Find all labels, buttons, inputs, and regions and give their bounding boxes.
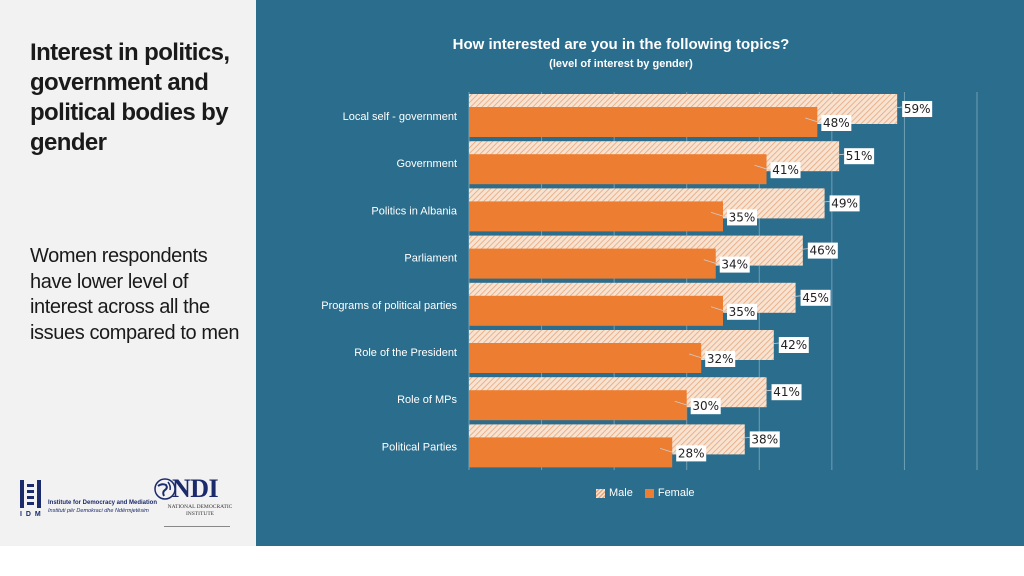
- data-label-leader: [893, 106, 903, 109]
- data-label-box: [690, 398, 721, 415]
- category-label: Parliament: [404, 253, 457, 265]
- bar-female: [469, 343, 702, 373]
- chart-bars: [469, 94, 898, 468]
- legend-label-male: Male: [609, 487, 633, 499]
- data-label-box: [902, 101, 933, 117]
- data-label-leader: [835, 153, 845, 156]
- chart-legend: Male Female: [596, 486, 707, 500]
- data-label-leader: [805, 117, 822, 124]
- data-label-box: [829, 195, 860, 212]
- data-label-leader: [798, 248, 808, 250]
- data-label-box: [821, 115, 852, 131]
- data-label-female: 30%: [692, 399, 719, 413]
- bar-female: [469, 248, 716, 279]
- data-label-male: 51%: [846, 149, 873, 163]
- idm-logo-line1: Institute for Democracy and Mediation: [48, 500, 158, 506]
- category-label: Role of MPs: [397, 394, 457, 406]
- data-label-box: [719, 256, 750, 273]
- data-label-leader: [660, 448, 677, 454]
- ndi-logo-divider: [164, 526, 230, 527]
- data-label-female: 41%: [772, 163, 799, 177]
- legend-swatch-female: [644, 488, 654, 498]
- data-label-leader: [689, 353, 706, 360]
- slide-subtext: Women respondents have lower level of in…: [30, 245, 240, 344]
- legend-item-female: Female: [644, 487, 695, 499]
- data-label-female: 48%: [823, 116, 850, 130]
- data-label-male: 42%: [780, 338, 807, 352]
- data-label-box: [800, 289, 831, 306]
- left-bottom-strip: [0, 546, 280, 576]
- category-label: Government: [396, 158, 457, 170]
- legend-swatch-male: [596, 488, 605, 498]
- chart-labels: Local self - government 59% 48% Government 5…: [321, 101, 933, 462]
- data-label-box: [676, 445, 707, 462]
- data-label-leader: [791, 295, 801, 298]
- bar-female: [469, 390, 687, 421]
- category-label: Programs of political parties: [321, 300, 457, 312]
- data-label-leader: [820, 201, 830, 203]
- data-label-box: [705, 351, 736, 367]
- data-label-box: [749, 431, 780, 448]
- data-label-box: [770, 162, 801, 179]
- bar-female: [469, 154, 767, 185]
- data-label-male: 38%: [751, 432, 778, 446]
- category-label: Local self - government: [343, 111, 457, 123]
- globe-icon: [154, 478, 176, 500]
- data-label-leader: [710, 212, 728, 218]
- data-label-female: 35%: [729, 305, 756, 319]
- data-label-box: [844, 148, 875, 165]
- data-label-box: [807, 242, 838, 259]
- chart-title: How interested are you in the following …: [452, 36, 790, 53]
- category-label: Role of the President: [354, 347, 457, 359]
- data-label-male: 45%: [802, 291, 829, 305]
- category-label: Politics in Albania: [371, 205, 457, 217]
- data-label-leader: [710, 306, 728, 313]
- data-label-female: 32%: [707, 352, 734, 366]
- data-label-leader: [769, 342, 779, 345]
- idm-logo-mark-icon: [20, 480, 41, 508]
- data-label-leader: [703, 259, 720, 265]
- slide-heading: Interest in politics, government and pol…: [30, 39, 230, 156]
- bar-female: [469, 437, 673, 468]
- data-label-female: 34%: [721, 258, 748, 272]
- data-label-female: 35%: [729, 210, 756, 224]
- bar-chart: Local self - government 59% 48% Government 5…: [321, 92, 978, 470]
- data-label-female: 28%: [678, 446, 705, 460]
- data-label-leader: [762, 389, 772, 392]
- ndi-logo-sub: NATIONAL DEMOCRATIC INSTITUTE: [167, 504, 233, 517]
- idm-logo-line2: Instituti për Demokraci dhe Ndërmjetësim: [48, 508, 149, 514]
- idm-logo-letters: I D M: [20, 511, 42, 518]
- data-label-male: 46%: [809, 244, 836, 258]
- data-label-box: [778, 337, 809, 353]
- data-label-male: 49%: [831, 196, 858, 210]
- bar-female: [469, 295, 723, 326]
- data-label-leader: [740, 437, 750, 439]
- idm-logo: I D M Institute for Democracy and Mediat…: [20, 478, 157, 522]
- data-label-box: [727, 303, 757, 320]
- ndi-logo-letters: NDI: [172, 474, 219, 503]
- data-label-leader: [674, 400, 691, 407]
- left-panel: [0, 0, 256, 576]
- legend-label-female: Female: [657, 487, 695, 499]
- ndi-logo: NDI NATIONAL DEMOCRATIC INSTITUTE: [150, 474, 240, 532]
- data-label-male: 41%: [773, 385, 800, 399]
- data-label-leader: [754, 164, 771, 171]
- category-label: Political Parties: [382, 441, 458, 453]
- data-label-box: [727, 209, 757, 226]
- chart-subtitle: (level of interest by gender): [549, 58, 693, 70]
- bar-female: [469, 201, 723, 232]
- data-label-box: [771, 384, 802, 401]
- data-label-male: 59%: [904, 102, 931, 116]
- bar-female: [469, 107, 818, 137]
- legend-item-male: Male: [596, 487, 633, 499]
